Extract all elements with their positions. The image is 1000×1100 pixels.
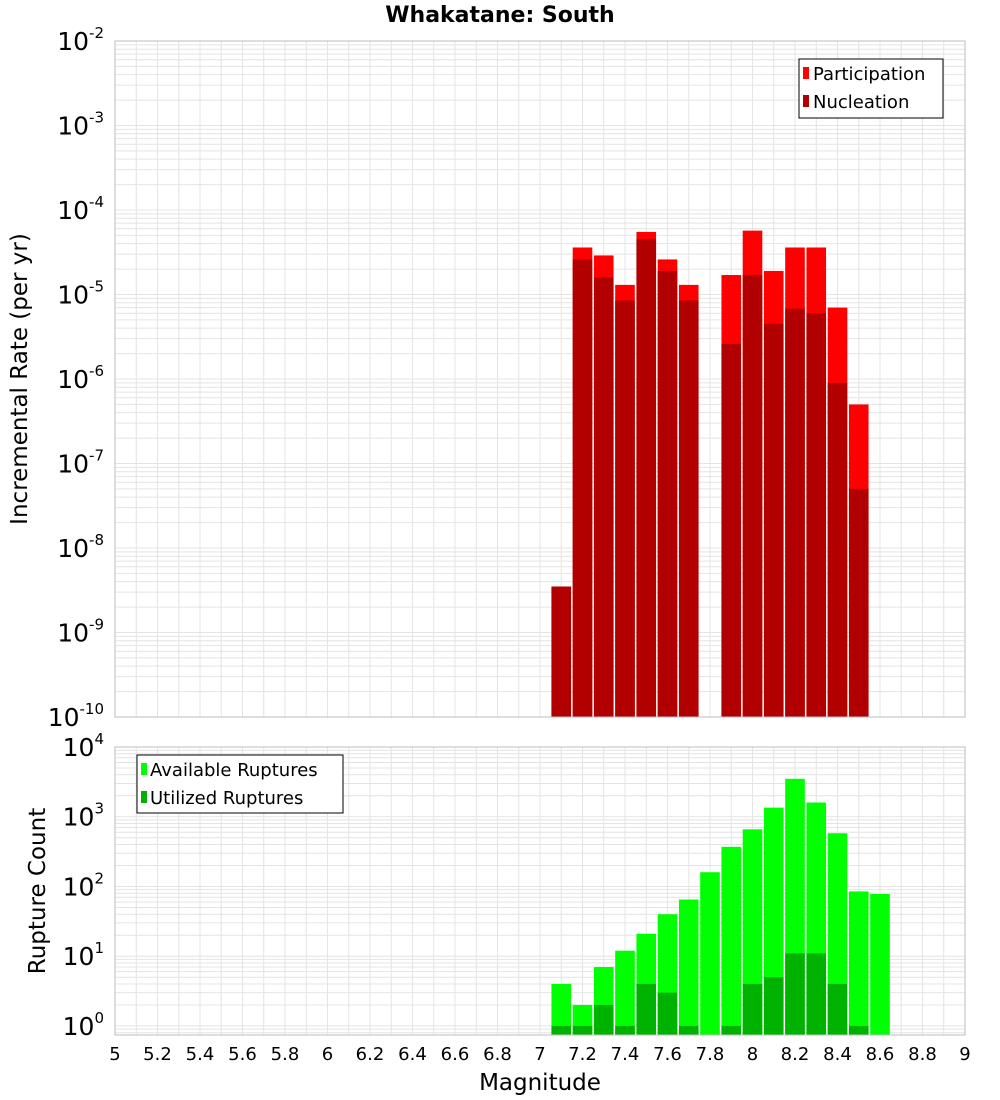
x-tick-label: 7 [534,1044,545,1065]
x-tick-label: 7.6 [653,1044,682,1065]
participation-legend-swatch [803,67,809,79]
rate-y-tick-label: 10-4 [57,193,104,225]
count-grid [114,747,966,1035]
count-y-tick-label: 101 [63,939,104,971]
rate-nucleation-bar [572,259,593,717]
x-tick-label: 5.6 [228,1044,257,1065]
rate-nucleation-bar [721,343,742,717]
count-available-bar [742,829,763,1035]
x-tick-label: 5.8 [271,1044,300,1065]
count-available-bar [870,893,890,1035]
count-bars [551,778,890,1035]
x-tick-label: 7.8 [696,1044,725,1065]
rate-y-tick-label: 10-9 [57,616,104,648]
count-plot-frame [114,746,966,1036]
count-y-ticks: 100 101 102 103 104 [63,730,104,1041]
rate-legend-box [798,58,944,119]
rate-bars [551,230,869,718]
count-utilized-bar [572,1025,593,1035]
x-tick-label: 8 [747,1044,758,1065]
x-tick-label: 9 [959,1044,970,1065]
x-tick-label: 7.2 [568,1044,597,1065]
count-utilized-bar [827,983,848,1035]
rate-panel: 10-10 10-9 10-8 10-7 10-6 10-5 10-4 10-3 10-2 In… [7,24,966,732]
x-tick-label: 5 [109,1044,120,1065]
count-utilized-bar [615,1025,635,1035]
x-ticks: 5 5.2 5.4 5.6 5.8 6 6.2 6.4 6.6 6.8 7 7.2 7.4 7.6 7.8 8… [109,1044,970,1065]
nucleation-legend-swatch [803,95,809,107]
count-y-tick-label: 103 [63,800,104,832]
rate-nucleation-bar [848,488,869,717]
count-utilized-bar [763,977,784,1035]
count-y-axis-label: Rupture Count [25,808,51,974]
x-tick-label: 6 [322,1044,333,1065]
count-utilized-bar [678,1025,699,1035]
count-available-bar [678,899,699,1035]
x-tick-label: 8.8 [908,1044,937,1065]
rate-nucleation-bar [785,308,805,717]
rate-y-tick-label: 10-8 [57,531,104,563]
count-available-bar [700,872,720,1035]
x-tick-label: 8.2 [781,1044,810,1065]
rate-y-tick-label: 10-10 [48,700,104,732]
count-y-tick-label: 104 [63,730,104,762]
rate-y-tick-label: 10-2 [57,24,104,56]
count-legend: Available Ruptures Utilized Ruptures [136,754,344,814]
count-panel: 100 101 102 103 104 5 5.2 5.4 5.6 5.8 6 6.2 6.4 6.6 6… [25,730,971,1096]
x-tick-label: 7.4 [611,1044,640,1065]
count-utilized-bar [806,953,827,1035]
rate-nucleation-bar [551,586,572,717]
rate-legend: Participation Nucleation [798,58,944,119]
count-utilized-bar [848,1025,869,1035]
count-available-bar [721,846,742,1035]
count-y-tick-label: 100 [63,1009,104,1041]
available-legend-swatch [141,763,147,775]
chart-title: Whakatane: South [385,3,614,28]
x-tick-label: 6.4 [398,1044,427,1065]
count-utilized-bar [593,1004,614,1035]
rate-nucleation-bar [678,300,699,717]
rate-nucleation-bar [615,300,635,717]
count-available-bar [615,950,635,1035]
utilized-legend-label: Utilized Ruptures [150,788,303,809]
count-legend-box [136,754,344,814]
rate-nucleation-bar [593,277,614,717]
rate-y-tick-label: 10-3 [57,109,104,141]
count-y-tick-label: 102 [63,870,104,902]
rate-nucleation-bar [806,313,827,717]
rate-nucleation-bar [742,275,763,717]
count-available-bar [848,891,869,1035]
x-tick-label: 6.2 [356,1044,385,1065]
rate-nucleation-bar [657,270,678,717]
x-tick-label: 5.4 [186,1044,215,1065]
rate-nucleation-bar [763,323,784,717]
rate-plot-frame [114,40,966,718]
count-utilized-bar [785,953,805,1035]
count-utilized-bar [657,992,678,1035]
participation-legend-label: Participation [813,64,925,85]
count-utilized-bar [721,1025,742,1035]
x-tick-label: 6.8 [483,1044,512,1065]
x-tick-label: 6.6 [441,1044,470,1065]
rate-y-tick-label: 10-6 [57,362,104,394]
x-axis-label: Magnitude [479,1070,601,1096]
count-utilized-bar [636,983,657,1035]
x-tick-label: 5.2 [143,1044,172,1065]
rate-y-tick-label: 10-5 [57,278,104,310]
available-legend-label: Available Ruptures [150,760,318,781]
rate-y-axis-label: Incremental Rate (per yr) [7,233,33,525]
utilized-legend-swatch [141,791,147,803]
x-tick-label: 8.6 [866,1044,895,1065]
rate-nucleation-bar [827,382,848,717]
nucleation-legend-label: Nucleation [813,92,909,113]
count-utilized-bar [551,1025,572,1035]
rate-nucleation-bar [636,239,657,718]
count-available-bar [551,983,572,1035]
rate-y-ticks: 10-10 10-9 10-8 10-7 10-6 10-5 10-4 10-3 10-2 [48,24,104,732]
x-tick-label: 8.4 [823,1044,852,1065]
count-utilized-bar [742,983,763,1035]
rate-y-tick-label: 10-7 [57,447,104,479]
